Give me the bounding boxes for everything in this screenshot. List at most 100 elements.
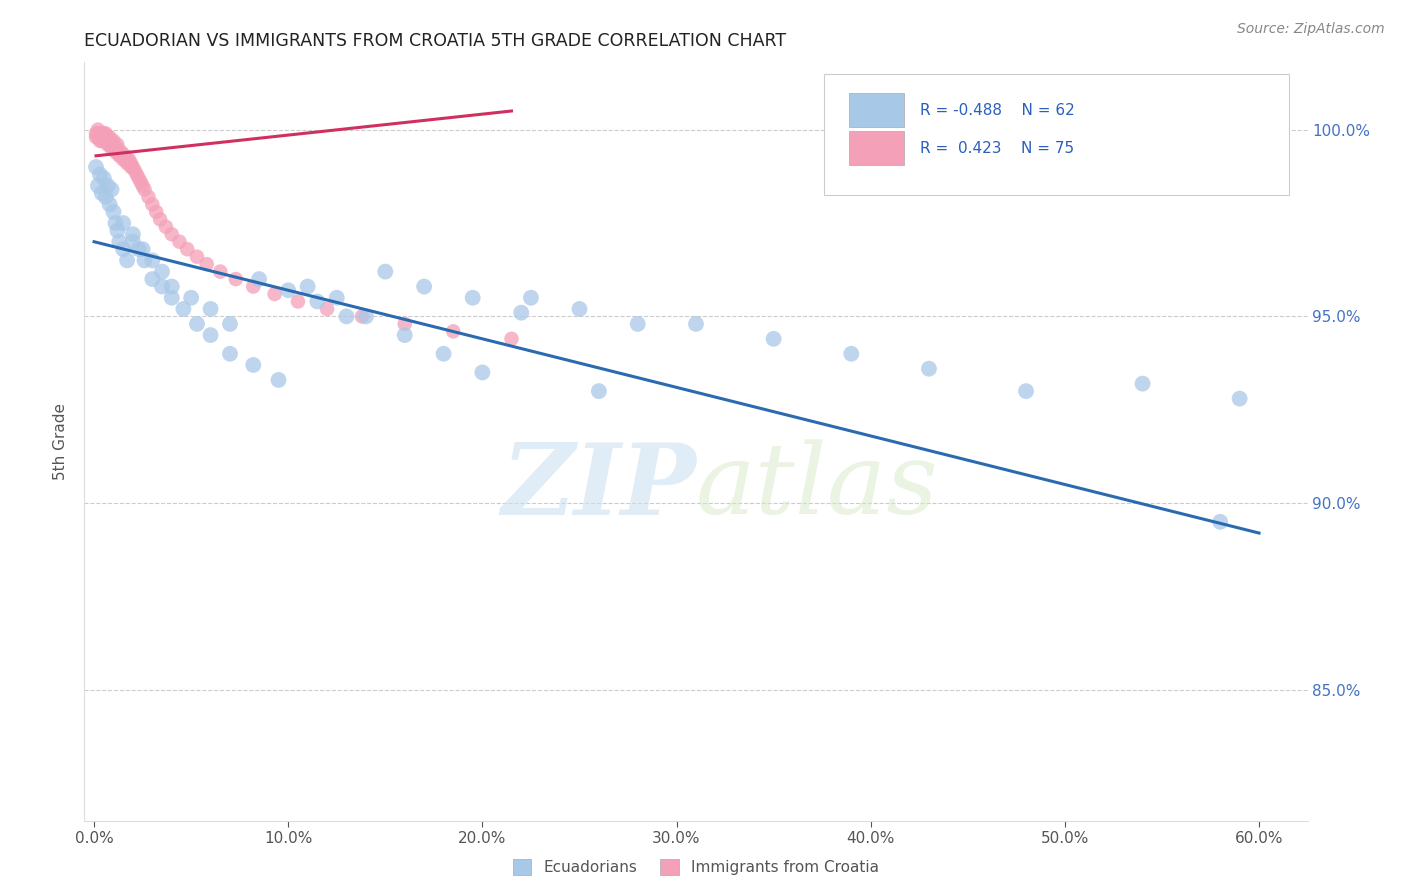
Point [510,306,533,320]
Point [501,332,523,346]
Text: Source: ZipAtlas.com: Source: ZipAtlas.com [1237,22,1385,37]
Point [316,301,339,316]
Point [93,171,115,186]
Point [242,279,264,293]
Point [155,219,177,234]
Point [98,134,121,148]
Point [627,317,650,331]
Point [209,264,232,278]
Point [307,294,329,309]
Point [326,291,349,305]
Point [247,272,270,286]
Point [90,127,112,141]
Point [97,178,120,193]
Point [520,291,543,305]
Point [122,235,145,249]
Point [186,317,208,331]
Y-axis label: 5th Grade: 5th Grade [53,403,69,480]
Point [122,160,145,174]
Point [160,227,183,242]
Text: atlas: atlas [696,440,939,534]
Point [103,141,125,155]
Point [588,384,610,398]
Point [97,130,120,145]
Point [568,301,591,316]
Point [110,145,132,159]
Text: ECUADORIAN VS IMMIGRANTS FROM CROATIA 5TH GRADE CORRELATION CHART: ECUADORIAN VS IMMIGRANTS FROM CROATIA 5T… [84,32,786,50]
Point [94,190,117,204]
Point [100,134,122,148]
Point [94,127,117,141]
Text: R = -0.488    N = 62: R = -0.488 N = 62 [920,103,1074,118]
Legend: Ecuadorians, Immigrants from Croatia: Ecuadorians, Immigrants from Croatia [508,853,884,881]
Point [115,156,138,170]
Point [1015,384,1038,398]
Point [112,149,135,163]
Point [122,227,145,242]
Point [129,175,152,189]
Point [103,134,125,148]
Point [134,182,156,196]
Point [89,134,111,148]
Text: R =  0.423    N = 75: R = 0.423 N = 75 [920,141,1074,155]
Point [114,149,136,163]
Point [124,163,146,178]
Point [150,264,173,278]
Point [1229,392,1251,406]
Point [277,283,299,297]
Point [94,134,117,148]
Point [176,242,198,256]
Point [103,137,125,152]
FancyBboxPatch shape [824,74,1289,195]
Point [118,153,141,167]
Point [108,145,131,159]
Point [200,328,222,343]
Point [394,317,416,331]
Point [93,130,115,145]
Point [87,178,110,193]
FancyBboxPatch shape [849,131,904,165]
Point [97,137,120,152]
Point [100,182,122,196]
Point [263,287,285,301]
Point [112,242,135,256]
Point [141,272,163,286]
Point [108,235,131,249]
Point [87,130,110,145]
Point [128,171,150,186]
Point [186,250,208,264]
Point [150,279,173,293]
Point [141,197,163,211]
Point [1209,515,1232,529]
Point [918,361,941,376]
Point [118,156,141,170]
Point [103,204,125,219]
Point [90,130,112,145]
Point [1132,376,1154,391]
Point [128,242,150,256]
Point [114,153,136,167]
Point [89,168,111,182]
Point [98,197,121,211]
Point [287,294,309,309]
Point [172,301,194,316]
Point [149,212,172,227]
Point [112,216,135,230]
Point [84,127,107,141]
Point [141,253,163,268]
Point [100,137,122,152]
Point [160,279,183,293]
Point [394,328,416,343]
Point [89,130,111,145]
Text: ZIP: ZIP [501,439,696,535]
Point [335,310,357,324]
Point [87,127,110,141]
Point [104,145,127,159]
Point [195,257,218,271]
Point [138,190,160,204]
Point [432,347,454,361]
Point [297,279,319,293]
Point [441,324,464,338]
Point [169,235,191,249]
Point [105,223,128,237]
